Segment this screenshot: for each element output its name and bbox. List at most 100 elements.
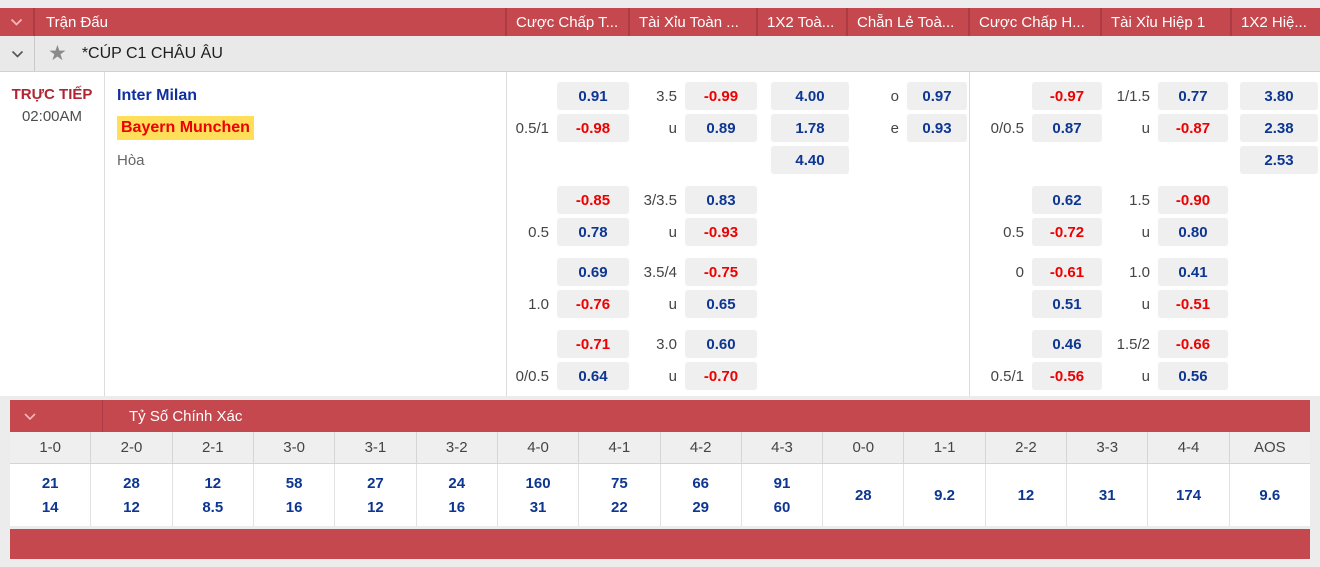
handicap-ft-odds[interactable]: 0.78: [557, 218, 629, 246]
handicap-ft-odds[interactable]: -0.85: [557, 186, 629, 214]
star-icon[interactable]: ★: [48, 42, 67, 65]
correct-score-odds[interactable]: 75 22: [579, 464, 661, 526]
correct-score-odds[interactable]: 12 8.5: [173, 464, 254, 526]
1x2-h1-odds[interactable]: 3.80: [1240, 82, 1318, 110]
correct-score-odds[interactable]: 58 16: [254, 464, 336, 526]
handicap-h1-odds[interactable]: 0.46: [1032, 330, 1102, 358]
odds-row: 0.69 3.5/4 -0.75: [507, 258, 969, 286]
correct-score-section: Tỷ Số Chính Xác 1-0 2-0 2-1 3-0 3-1 3-2 …: [10, 400, 1310, 526]
odd-even-odds[interactable]: 0.97: [907, 82, 967, 110]
handicap-ft-odds[interactable]: -0.71: [557, 330, 629, 358]
correct-score-odds[interactable]: 160 31: [498, 464, 580, 526]
correct-score-odds[interactable]: 24 16: [417, 464, 498, 526]
odds-row: -0.71 3.0 0.60: [507, 330, 969, 358]
score-column-header: 4-2: [661, 432, 742, 463]
odds-row: 0.5/1 -0.56 u 0.56: [970, 362, 1320, 390]
handicap-h1-odds[interactable]: -0.72: [1032, 218, 1102, 246]
handicap-h1-odds[interactable]: -0.61: [1032, 258, 1102, 286]
league-collapse-toggle[interactable]: [0, 36, 35, 71]
correct-score-odds[interactable]: 12: [986, 464, 1068, 526]
odds-block: 0.69 3.5/4 -0.75 1.0 -0.76 u 0.65: [507, 258, 969, 318]
ou-h1-odds[interactable]: 0.41: [1158, 258, 1228, 286]
ou-ft-odds[interactable]: -0.70: [685, 362, 757, 390]
handicap-h1-odds[interactable]: -0.97: [1032, 82, 1102, 110]
1x2-ft-odds[interactable]: 1.78: [771, 114, 849, 142]
score-column-header: 2-0: [91, 432, 173, 463]
correct-score-odds[interactable]: 66 29: [661, 464, 742, 526]
odds-row: 0.5/1 -0.98 u 0.89 1.78 e 0.93: [507, 114, 969, 142]
score-column-header: 3-2: [417, 432, 498, 463]
handicap-ft-odds[interactable]: 0.91: [557, 82, 629, 110]
handicap-h1-line: 0.5/1: [990, 367, 1024, 385]
ou-h1-line: u: [1141, 367, 1150, 385]
ou-h1-odds[interactable]: -0.51: [1158, 290, 1228, 318]
ou-h1-line: 1.5: [1129, 191, 1150, 209]
correct-score-odds[interactable]: 9.6: [1259, 486, 1281, 504]
correct-score-odds[interactable]: 28 12: [91, 464, 173, 526]
ou-h1-odds[interactable]: -0.66: [1158, 330, 1228, 358]
ou-ft-odds[interactable]: 0.89: [685, 114, 757, 142]
chevron-down-icon: [11, 50, 24, 58]
correct-score-odds[interactable]: 91 60: [742, 464, 824, 526]
ou-ft-line: u: [668, 119, 677, 137]
ou-ft-line: u: [668, 295, 677, 313]
correct-score-odds[interactable]: 21 14: [10, 464, 92, 526]
correct-score-collapse-toggle[interactable]: [10, 400, 103, 432]
ou-h1-odds[interactable]: 0.56: [1158, 362, 1228, 390]
score-odds-row: 21 14 28 12 12 8.5 58 16 27 12 24 16 160 31 75 2…: [10, 464, 1310, 526]
odds-row: -0.97 1/1.5 0.77 3.80: [970, 82, 1320, 110]
score-column-header: AOS: [1254, 439, 1286, 456]
ou-h1-odds[interactable]: 0.80: [1158, 218, 1228, 246]
score-column-header: 4-1: [579, 432, 661, 463]
score-column-header: 3-3: [1067, 432, 1149, 463]
ou-ft-odds[interactable]: -0.75: [685, 258, 757, 286]
handicap-ft-odds[interactable]: 0.64: [557, 362, 629, 390]
correct-score-header: Tỷ Số Chính Xác: [10, 400, 1310, 432]
ou-ft-odds[interactable]: -0.93: [685, 218, 757, 246]
odd-even-odds[interactable]: 0.93: [907, 114, 967, 142]
odds-row: 0/0.5 0.64 u -0.70: [507, 362, 969, 390]
correct-score-title: Tỷ Số Chính Xác: [129, 407, 243, 425]
score-column-header: 1-1: [904, 432, 986, 463]
odd-even-label: o: [890, 87, 899, 105]
handicap-h1-line: 0: [1015, 263, 1024, 281]
handicap-h1-odds[interactable]: 0.62: [1032, 186, 1102, 214]
ou-h1-odds[interactable]: -0.90: [1158, 186, 1228, 214]
handicap-h1-odds[interactable]: 0.51: [1032, 290, 1102, 318]
league-row[interactable]: ★ *CÚP C1 CHÂU ÂU: [0, 36, 1320, 72]
handicap-ft-odds[interactable]: -0.76: [557, 290, 629, 318]
handicap-h1-odds[interactable]: -0.56: [1032, 362, 1102, 390]
ou-ft-odds[interactable]: -0.99: [685, 82, 757, 110]
1x2-ft-odds[interactable]: 4.40: [771, 146, 849, 174]
odds-row: 2.53: [970, 146, 1320, 174]
1x2-ft-odds[interactable]: 4.00: [771, 82, 849, 110]
correct-score-odds[interactable]: 174: [1148, 464, 1230, 526]
correct-score-odds[interactable]: 31: [1067, 464, 1149, 526]
odds-table-header: Trận Đấu Cược Chấp T... Tài Xỉu Toàn ...…: [0, 8, 1320, 36]
odds-area: 0.91 3.5 -0.99 4.00 o 0.97 0.5/1 -0.98 u…: [507, 72, 1320, 396]
ou-h1-odds[interactable]: -0.87: [1158, 114, 1228, 142]
collapse-all-toggle[interactable]: [0, 8, 35, 36]
score-column-header: 0-0: [823, 432, 905, 463]
score-column-header: 4-4: [1148, 432, 1230, 463]
odds-block: -0.85 3/3.5 0.83 0.5 0.78 u -0.93: [507, 186, 969, 246]
score-column-header: 4-0: [498, 432, 580, 463]
1x2-h1-odds[interactable]: 2.38: [1240, 114, 1318, 142]
match-time: 02:00AM: [21, 108, 83, 125]
correct-score-odds[interactable]: 9.2: [904, 464, 986, 526]
handicap-ft-odds[interactable]: 0.69: [557, 258, 629, 286]
1x2-h1-odds[interactable]: 2.53: [1240, 146, 1318, 174]
ou-ft-odds[interactable]: 0.83: [685, 186, 757, 214]
handicap-h1-odds[interactable]: 0.87: [1032, 114, 1102, 142]
ou-h1-line: u: [1141, 119, 1150, 137]
home-team: Inter Milan: [117, 87, 198, 104]
odds-row: 0.5 -0.72 u 0.80: [970, 218, 1320, 246]
correct-score-odds[interactable]: 28: [823, 464, 905, 526]
handicap-ft-odds[interactable]: -0.98: [557, 114, 629, 142]
ou-h1-odds[interactable]: 0.77: [1158, 82, 1228, 110]
ou-ft-odds[interactable]: 0.60: [685, 330, 757, 358]
ou-ft-odds[interactable]: 0.65: [685, 290, 757, 318]
match-row: TRỰC TIẾP 02:00AM Inter Milan Bayern Mun…: [0, 72, 1320, 396]
correct-score-odds[interactable]: 27 12: [335, 464, 417, 526]
odds-row: 4.40: [507, 146, 969, 174]
